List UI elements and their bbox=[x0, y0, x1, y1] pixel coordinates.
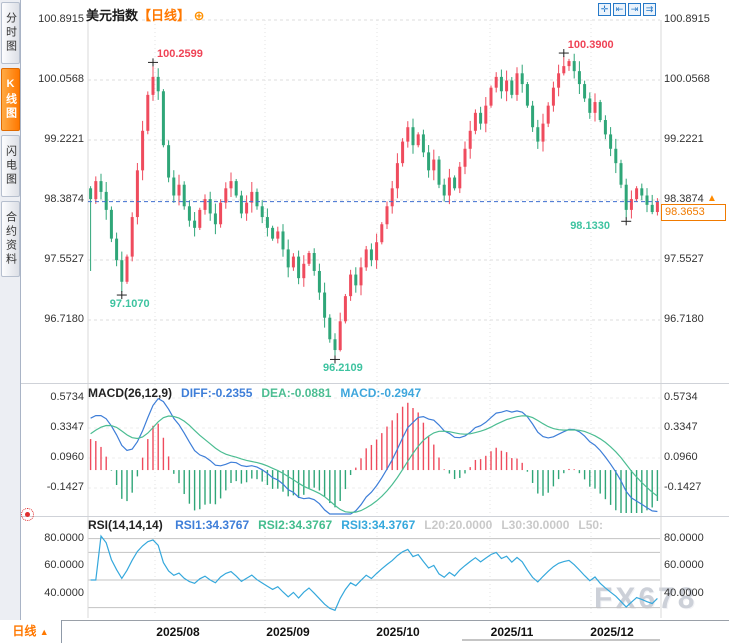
macd-y-label-right: -0.1427 bbox=[664, 480, 702, 493]
macd-y-label-left: 0.3347 bbox=[50, 421, 84, 433]
red-beacon-icon[interactable] bbox=[21, 508, 34, 521]
crosshair-icon[interactable]: ✛ bbox=[598, 3, 611, 16]
sidebar-tab-candlestick-chart[interactable]: K线图 bbox=[0, 68, 20, 131]
price-y-label-right: 97.5527 bbox=[664, 252, 704, 265]
macd-macd-value: MACD:-0.2947 bbox=[340, 386, 422, 400]
extreme-price-annotation: 100.2599 bbox=[157, 48, 203, 61]
x-axis-label: 2025/09 bbox=[266, 625, 310, 639]
horizontal-scrollbar[interactable] bbox=[462, 639, 660, 641]
left-sidebar: 分时图 K线图 闪电图 合约资料 bbox=[0, 0, 21, 620]
price-y-label-left: 100.0568 bbox=[38, 73, 84, 85]
symbol-name: 美元指数 bbox=[86, 8, 139, 23]
macd-y-label-left: 0.0960 bbox=[50, 451, 84, 463]
candles-layer bbox=[89, 53, 659, 357]
macd-layer bbox=[89, 397, 659, 515]
price-y-label-right: 98.3874 bbox=[664, 193, 704, 205]
rsi-layer bbox=[90, 534, 658, 612]
rsi-y-label-left: 40.0000 bbox=[44, 586, 84, 599]
rsi-value-label: L20:20.0000 bbox=[424, 518, 493, 532]
macd-y-label-right: 0.5734 bbox=[664, 391, 698, 403]
period-selector[interactable]: 日线 ▲ bbox=[0, 620, 62, 643]
x-axis-label: 2025/10 bbox=[376, 625, 420, 639]
x-axis-label: 2025/12 bbox=[590, 625, 634, 639]
macd-y-label-left: 0.5734 bbox=[50, 391, 84, 403]
rsi-y-label-right: 60.0000 bbox=[664, 559, 704, 572]
macd-dea-value: DEA:-0.0881 bbox=[261, 386, 332, 400]
current-price-badge: 98.3653 bbox=[661, 204, 726, 221]
sidebar-tab-time-chart[interactable]: 分时图 bbox=[0, 2, 20, 64]
period-up-arrow-icon: ▲ bbox=[39, 627, 49, 637]
rsi-value-label: RSI1:34.3767 bbox=[175, 518, 250, 532]
rsi-y-label-left: 80.0000 bbox=[44, 531, 84, 544]
price-y-label-left: 96.7180 bbox=[44, 312, 84, 325]
overlay-layer bbox=[88, 49, 660, 364]
rsi-value-label: L30:30.0000 bbox=[501, 518, 570, 532]
macd-y-label-right: 0.3347 bbox=[664, 421, 698, 433]
extreme-price-annotation: 96.2109 bbox=[323, 362, 363, 375]
price-y-label-right: 100.8915 bbox=[664, 13, 710, 25]
zoom-in-icon[interactable]: ⇥ bbox=[628, 3, 641, 16]
rsi-y-label-right: 80.0000 bbox=[664, 531, 704, 544]
macd-diff-value: DIFF:-0.2355 bbox=[181, 386, 253, 400]
chart-title: 美元指数【日线】 ⊕ bbox=[86, 5, 205, 24]
reset-view-icon[interactable]: ⇉ bbox=[643, 3, 656, 16]
period-selector-label: 日线 bbox=[12, 624, 37, 638]
price-y-label-left: 97.5527 bbox=[44, 252, 84, 265]
x-axis-label: 2025/11 bbox=[490, 625, 534, 639]
price-y-label-left: 99.2221 bbox=[44, 133, 84, 145]
rsi-header: RSI(14,14,14) RSI1:34.3767 RSI2:34.3767 RS… bbox=[88, 518, 612, 532]
rsi-y-label-left: 60.0000 bbox=[44, 559, 84, 572]
red-dot bbox=[25, 512, 30, 517]
x-axis-label: 2025/08 bbox=[156, 625, 200, 639]
add-indicator-icon[interactable]: ⊕ bbox=[193, 8, 205, 23]
macd-header: MACD(26,12,9) DIFF:-0.2355 DEA:-0.0881 MACD… bbox=[88, 386, 430, 400]
macd-label: MACD(26,12,9) bbox=[88, 386, 173, 400]
price-y-label-right: 99.2221 bbox=[664, 133, 704, 145]
sidebar-tab-flash-chart[interactable]: 闪电图 bbox=[0, 135, 20, 197]
rsi-value-label: L50: bbox=[578, 518, 604, 532]
macd-y-label-right: 0.0960 bbox=[664, 451, 698, 463]
chart-toolbar: ✛ ⇤ ⇥ ⇉ bbox=[598, 3, 656, 16]
rsi-value-label: RSI3:34.3767 bbox=[341, 518, 416, 532]
price-y-label-left: 98.3874 bbox=[44, 193, 84, 205]
zoom-out-icon[interactable]: ⇤ bbox=[613, 3, 626, 16]
macd-y-label-left: -0.1427 bbox=[46, 480, 84, 493]
x-axis-border bbox=[62, 620, 729, 621]
fx678-watermark: FX678 bbox=[594, 582, 698, 615]
price-direction-arrow-icon: ▲ bbox=[707, 193, 717, 204]
rsi-label: RSI(14,14,14) bbox=[88, 518, 163, 532]
panel-separator-rsi bbox=[21, 516, 729, 517]
panel-separator-macd bbox=[21, 383, 729, 384]
extreme-price-annotation: 98.1330 bbox=[570, 220, 610, 233]
price-y-label-right: 100.0568 bbox=[664, 73, 710, 85]
extreme-price-annotation: 100.3900 bbox=[567, 39, 614, 52]
extreme-price-annotation: 97.1070 bbox=[109, 298, 150, 311]
price-y-label-right: 96.7180 bbox=[664, 312, 704, 325]
rsi-y-label-right: 40.0000 bbox=[664, 586, 704, 599]
sidebar-tab-contract-info[interactable]: 合约资料 bbox=[0, 201, 20, 277]
period-tag: 【日线】 bbox=[138, 8, 191, 23]
price-y-label-left: 100.8915 bbox=[38, 13, 84, 25]
rsi-value-label: RSI2:34.3767 bbox=[258, 518, 333, 532]
